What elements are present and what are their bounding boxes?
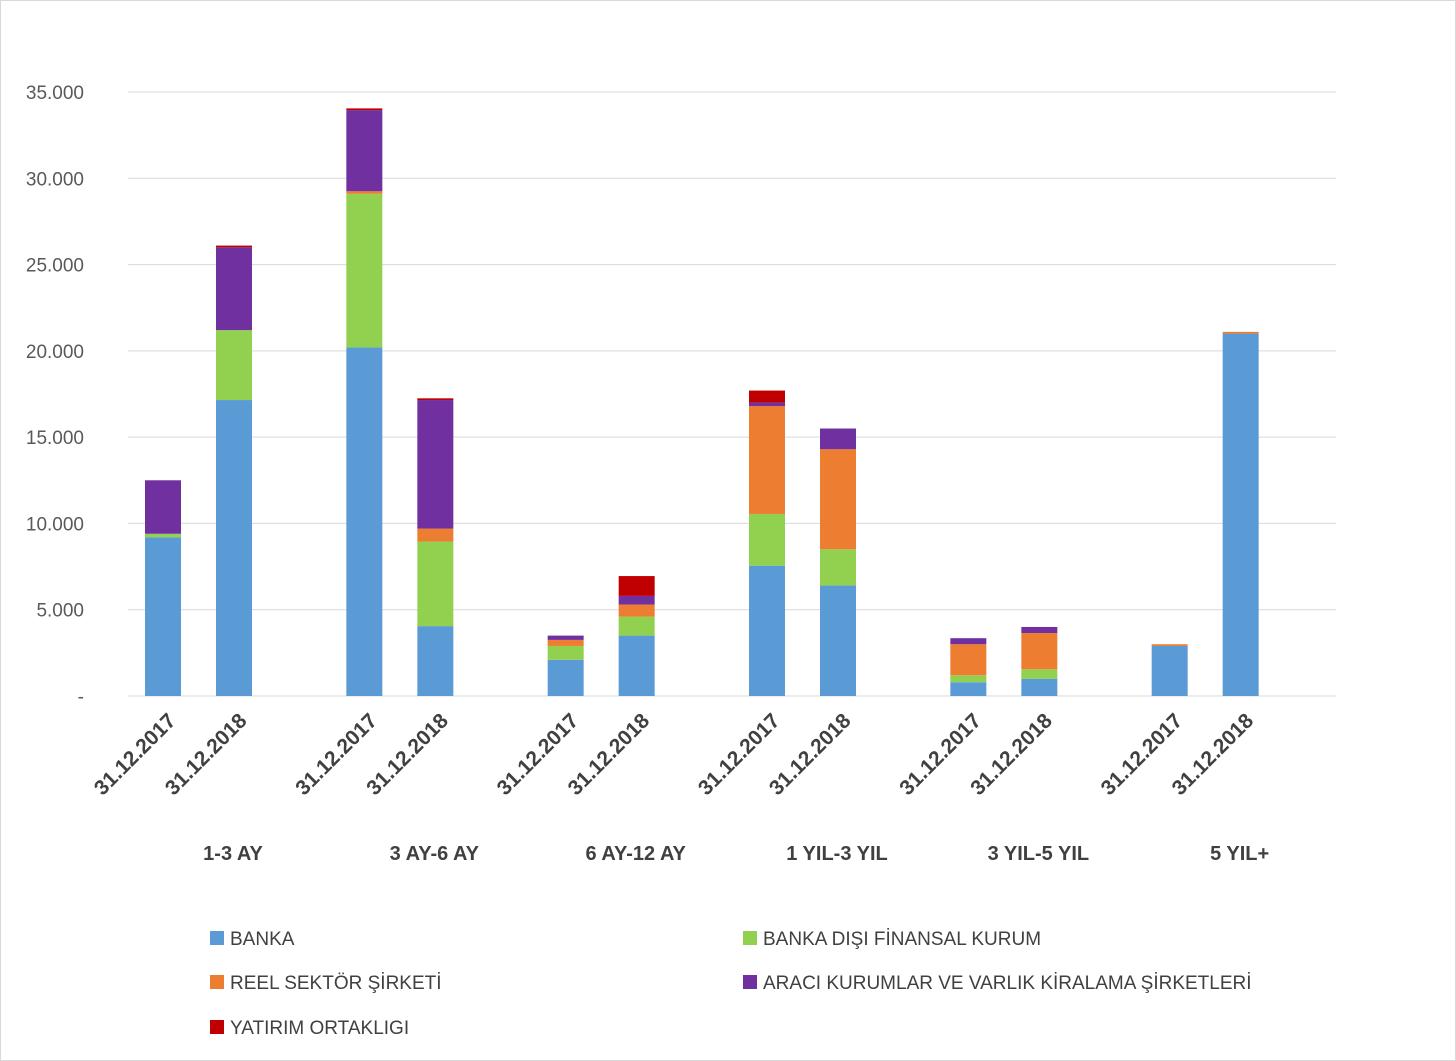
- bar-segment: [820, 428, 856, 450]
- bar-segment: [618, 576, 655, 596]
- bar-segment: [749, 513, 785, 566]
- group-label: 1 YIL-3 YIL: [786, 843, 888, 865]
- legend-swatch: [210, 931, 224, 945]
- bar-segment: [749, 390, 785, 403]
- bar-segment: [820, 585, 856, 696]
- group-labels: 1-3 AY 3 AY-6 AY 6 AY-12 AY 1 YIL-3 YIL 3 YI…: [203, 843, 1269, 865]
- bar-segment: [216, 400, 252, 696]
- bar-segment: [145, 480, 181, 534]
- group-label: 3 YIL-5 YIL: [988, 843, 1090, 865]
- y-axis-ticks: - 5.000 10.000 15.000 20.000 25.000 30.000 35.0…: [26, 83, 84, 708]
- legend-label: BANKA DIŞI FİNANSAL KURUM: [763, 929, 1041, 950]
- legend-swatch: [210, 1020, 224, 1034]
- bar-segment: [950, 675, 987, 683]
- bar-segment: [346, 108, 383, 111]
- legend: BANKA BANKA DIŞI FİNANSAL KURUM REEL SEKTÖ…: [210, 929, 1252, 1039]
- bar-segment: [346, 193, 383, 348]
- bar-segment: [1222, 331, 1259, 334]
- bar-segment: [950, 682, 987, 696]
- bar-segment: [346, 110, 383, 192]
- group-label: 6 AY-12 AY: [585, 843, 686, 865]
- bar-segment: [749, 406, 785, 514]
- bar-segment: [145, 537, 181, 696]
- legend-label: ARACI KURUMLAR VE VARLIK KİRALAMA ŞİRKET…: [763, 973, 1252, 994]
- bar-segment: [547, 639, 584, 646]
- bar-segment: [547, 645, 584, 660]
- bar-segment: [618, 595, 655, 605]
- bars: [145, 108, 1259, 696]
- bar-segment: [216, 330, 252, 401]
- bar-segment: [346, 347, 383, 696]
- y-tick-label: 20.000: [26, 342, 84, 363]
- bar-segment: [618, 616, 655, 636]
- bar-segment: [749, 565, 785, 696]
- bar-segment: [1021, 669, 1058, 679]
- bar-segment: [417, 626, 454, 696]
- bar-segment: [820, 549, 856, 586]
- bar-segment: [547, 659, 584, 696]
- bar-segment: [417, 398, 454, 401]
- bar-segment: [749, 402, 785, 407]
- bar-segment: [1151, 644, 1188, 646]
- y-tick-label: 25.000: [26, 256, 84, 277]
- legend-label: REEL SEKTÖR ŞİRKETİ: [230, 973, 442, 994]
- bar-segment: [1151, 645, 1188, 696]
- bar-segment: [950, 644, 987, 676]
- legend-label: YATIRIM ORTAKLIGI: [230, 1018, 409, 1039]
- group-label: 1-3 AY: [203, 843, 263, 865]
- legend-swatch: [743, 931, 757, 945]
- y-tick-label: 5.000: [36, 601, 84, 622]
- bar-segment: [145, 533, 181, 538]
- bar-segment: [417, 528, 454, 542]
- bar-segment: [216, 247, 252, 331]
- bar-segment: [1222, 333, 1259, 696]
- gridlines: [128, 91, 1336, 697]
- bar-segment: [216, 245, 252, 248]
- group-label: 5 YIL+: [1210, 843, 1269, 865]
- y-tick-label: 30.000: [26, 169, 84, 190]
- bar-segment: [950, 638, 987, 645]
- bar-segment: [820, 449, 856, 550]
- y-tick-label: 10.000: [26, 514, 84, 535]
- bar-segment: [417, 400, 454, 529]
- bar-segment: [1021, 626, 1058, 634]
- bar-segment: [1021, 678, 1058, 696]
- y-tick-label: 35.000: [26, 83, 84, 104]
- bar-segment: [1021, 633, 1058, 670]
- legend-swatch: [210, 975, 224, 989]
- y-tick-label: 15.000: [26, 428, 84, 449]
- bar-segment: [618, 604, 655, 617]
- legend-swatch: [743, 975, 757, 989]
- y-tick-label: -: [78, 687, 84, 708]
- legend-label: BANKA: [230, 929, 295, 950]
- bar-segment: [547, 635, 584, 640]
- group-label: 3 AY-6 AY: [390, 843, 480, 865]
- bar-segment: [346, 191, 383, 194]
- bar-segment: [417, 541, 454, 627]
- bar-segment: [618, 635, 655, 696]
